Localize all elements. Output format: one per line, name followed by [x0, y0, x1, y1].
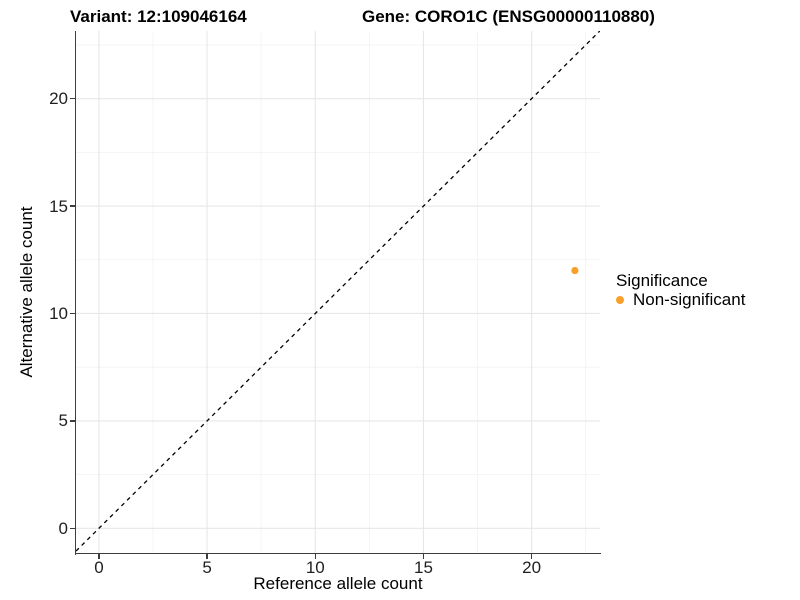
- y-tick-label: 0: [58, 518, 68, 538]
- x-tick-mark: [206, 553, 208, 559]
- y-tick-mark: [70, 420, 76, 422]
- y-tick-mark: [70, 205, 76, 207]
- y-tick-label: 20: [49, 89, 68, 109]
- variant-title: Variant: 12:109046164: [70, 7, 247, 26]
- x-tick-mark: [314, 553, 317, 559]
- legend-items: Non-significant: [616, 290, 745, 309]
- x-tick-label: 5: [202, 558, 212, 577]
- x-tick-label: 20: [522, 558, 542, 577]
- plot-area-svg: [76, 31, 600, 553]
- y-tick-mark: [70, 527, 76, 530]
- y-tick-label: 15: [49, 196, 68, 216]
- gene-title: Gene: CORO1C (ENSG00000110880): [362, 7, 655, 26]
- x-tick-label: 15: [413, 558, 433, 577]
- x-tick-mark: [422, 553, 425, 559]
- y-axis-line: [74, 30, 77, 555]
- legend-item: Non-significant: [616, 290, 745, 309]
- y-tick-label: 5: [58, 411, 68, 431]
- x-tick-label: 0: [94, 558, 104, 577]
- y-axis-title: Alternative allele count: [17, 206, 36, 378]
- y-tick-label: 10: [49, 303, 68, 323]
- y-tick-mark: [70, 97, 76, 100]
- x-tick-label: 10: [305, 558, 325, 577]
- x-tick-mark: [530, 553, 533, 559]
- x-axis-title: Reference allele count: [253, 574, 423, 593]
- x-tick-mark: [98, 553, 100, 559]
- plot-panel: [76, 31, 600, 553]
- data-point: [571, 266, 579, 275]
- legend-item-label: Non-significant: [633, 289, 746, 309]
- x-axis-line: [74, 552, 601, 555]
- y-tick-mark: [70, 312, 76, 315]
- legend-point-icon: [616, 295, 624, 304]
- identity-reference-line: [76, 31, 600, 552]
- legend-title: Significance: [616, 271, 708, 290]
- legend: Significance Non-significant: [616, 271, 745, 309]
